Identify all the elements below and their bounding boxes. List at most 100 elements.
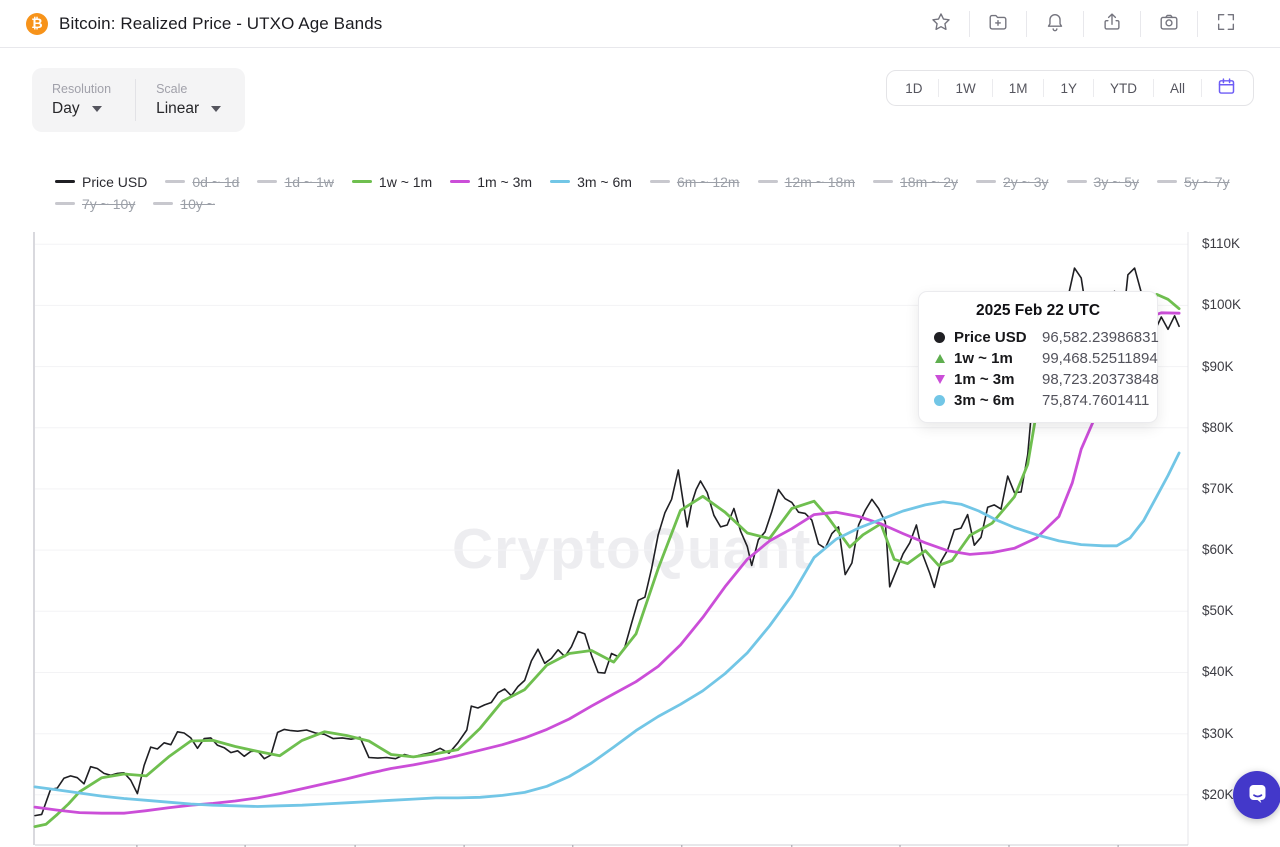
legend-marker-icon [757,180,778,183]
legend-marker-icon [550,180,571,183]
y-axis-label: $50K [1202,603,1234,619]
divider [991,79,993,97]
legend-item-7y-10y[interactable]: 7y ~ 10y [55,195,135,212]
legend-marker-icon [1157,180,1178,183]
scale-value: Linear [156,100,200,117]
divider [135,79,137,121]
tooltip-series-value: 98,723.20373848 [1042,371,1159,388]
share-icon [1101,11,1123,36]
legend-item-0d-1d[interactable]: 0d ~ 1d [165,173,239,190]
legend-label: 1m ~ 3m [477,173,533,190]
tooltip-date: 2025 Feb 22 UTC [975,302,1101,319]
resolution-scale-group: Resolution Day Scale Linear [32,68,246,132]
alerts-button[interactable] [1027,11,1083,37]
calendar-icon [1216,76,1237,100]
triangle-up-marker-icon [933,354,946,363]
legend-label: 10y ~ [180,195,215,212]
legend-label: 0d ~ 1d [192,173,240,190]
y-axis-label: $100K [1202,297,1242,313]
tooltip-series-label: 1w ~ 1m [954,350,1013,367]
legend-item-6m-12m[interactable]: 6m ~ 12m [649,173,740,190]
share-button[interactable] [1084,11,1140,37]
divider [1092,79,1094,97]
divider [1152,79,1154,97]
legend-label: 3m ~ 6m [577,173,632,190]
divider [1043,79,1045,97]
legend-marker-icon [450,180,471,183]
range-button-1w[interactable]: 1W [939,71,991,105]
legend-item-1w-1m[interactable]: 1w ~ 1m [351,173,433,190]
legend-label: 5y ~ 7y [1184,173,1230,190]
support-chat-button[interactable] [1233,771,1280,819]
y-axis-label: $80K [1202,419,1234,435]
legend-label: 1d ~ 1w [284,173,334,190]
legend-label: 6m ~ 12m [676,173,740,190]
chart-tooltip: 2025 Feb 22 UTC Price USD 96,582.23986831… [918,291,1159,423]
legend-marker-icon [165,180,186,183]
legend-marker-icon [873,180,894,183]
fullscreen-icon [1215,11,1237,36]
add-to-folder-button[interactable] [970,11,1026,37]
legend-label: 18m ~ 2y [900,173,958,190]
triangle-down-marker-icon [933,375,946,384]
y-axis-label: $70K [1202,480,1234,496]
legend-label: Price USD [82,173,148,190]
resolution-dropdown[interactable]: Resolution Day [32,82,135,118]
scale-dropdown[interactable]: Scale Linear [136,82,245,118]
legend-marker-icon [55,202,75,205]
folder-plus-icon [987,11,1009,36]
scale-label: Scale [156,82,188,96]
legend-marker-icon [55,180,75,183]
legend-label: 7y ~ 10y [82,195,136,212]
legend-item-1m-3m[interactable]: 1m ~ 3m [450,173,532,190]
legend-marker-icon [257,180,278,183]
tooltip-rows: Price USD 96,582.23986831 1w ~ 1m 99,468.52… [933,327,1159,411]
legend-label: 3y ~ 5y [1093,173,1140,190]
y-axis-label: $60K [1202,542,1234,558]
divider [1197,10,1198,37]
divider [1140,10,1141,37]
legend-marker-icon [976,180,996,183]
range-button-1m[interactable]: 1M [993,71,1044,105]
legend-marker-icon [153,202,174,205]
divider [969,10,970,37]
tooltip-series-label: Price USD [954,329,1027,346]
resolution-label: Resolution [52,82,112,96]
legend-label: 1w ~ 1m [378,173,433,190]
range-button-ytd[interactable]: YTD [1094,71,1153,105]
chevron-down-icon [91,106,102,112]
tooltip-row: Price USD 96,582.23986831 [933,327,1159,348]
y-axis-label: $30K [1202,725,1234,741]
range-button-1y[interactable]: 1Y [1044,71,1093,105]
chevron-down-icon [211,106,222,112]
y-axis-label: $90K [1202,358,1234,374]
y-axis-label: $40K [1202,664,1234,680]
legend-item-3y-5y[interactable]: 3y ~ 5y [1066,173,1140,190]
header-actions [913,10,1254,37]
camera-icon [1158,11,1180,36]
legend-item-1d-1w[interactable]: 1d ~ 1w [257,173,334,190]
divider [1083,10,1084,37]
legend-marker-icon [1066,180,1087,183]
divider [938,79,940,97]
tooltip-row: 3m ~ 6m 75,874.7601411 [933,390,1149,411]
y-axis-label: $110K [1202,236,1241,252]
legend-item-18m-2y[interactable]: 18m ~ 2y [873,173,958,190]
snapshot-button[interactable] [1141,11,1197,37]
range-button-1d[interactable]: 1D [889,71,938,105]
tooltip-series-label: 3m ~ 6m [954,392,1015,409]
date-picker-button[interactable] [1202,71,1251,105]
legend-item-12m-18m[interactable]: 12m ~ 18m [757,173,855,190]
legend-item-price-usd[interactable]: Price USD [55,173,147,190]
legend: Price USD 0d ~ 1d 1d ~ 1w 1w ~ 1m 1m ~ 3m 3m … [55,173,1240,212]
y-axis-label: $20K [1202,786,1234,802]
legend-item-5y-7y[interactable]: 5y ~ 7y [1157,173,1230,190]
legend-item-10y[interactable]: 10y ~ [153,195,215,212]
legend-item-2y-3y[interactable]: 2y ~ 3y [976,173,1049,190]
legend-item-3m-6m[interactable]: 3m ~ 6m [550,173,632,190]
range-button-all[interactable]: All [1154,71,1201,105]
divider [1201,79,1202,97]
favorite-button[interactable] [913,11,969,37]
fullscreen-button[interactable] [1198,11,1254,37]
page-title: Bitcoin: Realized Price - UTXO Age Bands [59,13,383,33]
